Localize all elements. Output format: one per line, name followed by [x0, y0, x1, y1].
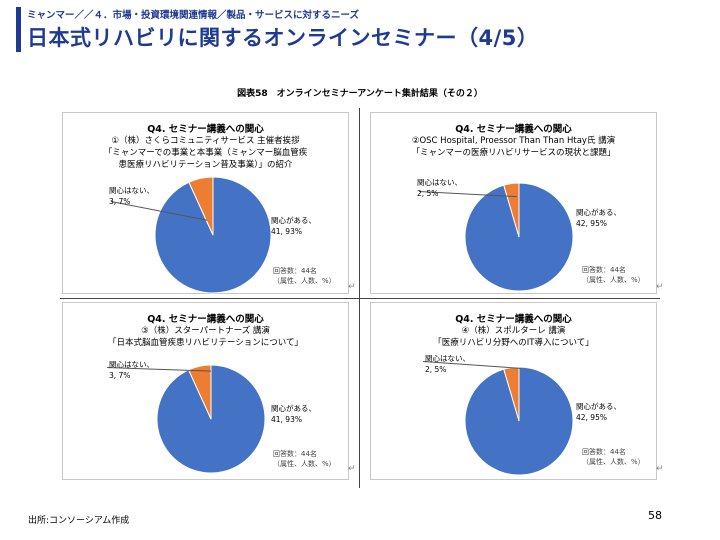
panel-subtitle-line: ④（株）スポルターレ 講演	[461, 326, 566, 336]
respondent-note: 回答数：44名 （属性、人数、%）	[582, 266, 645, 284]
page-title: 日本式リハビリに関するオンラインセミナー（4/5）	[27, 26, 539, 50]
pie-chart	[156, 364, 266, 474]
respondent-note: 回答数：44名 （属性、人数、%）	[273, 267, 336, 285]
pie-slice-not-interested	[503, 182, 520, 238]
panel-subtitle-line: 「医療リハビリ分野へのIT導入について」	[433, 338, 594, 348]
label-not-interested: 関心はない、 2, 5%	[417, 178, 462, 198]
panel-header: Q4. セミナー講義への関心 ③（株）スターパートナーズ 講演 「日本式脳血管疾…	[63, 311, 348, 349]
label-interested: 関心がある、 42, 95%	[576, 208, 621, 228]
label-interested: 関心がある、 41, 93%	[271, 404, 316, 424]
figure-caption: 図表58 オンラインセミナーアンケート集計結果（その２）	[237, 89, 483, 99]
label-not-interested: 関心はない、 3, 7%	[109, 360, 154, 380]
source-note: 出所:コンソーシアム作成	[28, 516, 130, 526]
panel-subtitle-line: ②OSC Hospital, Proessor Than Than Htay氏 …	[411, 136, 616, 146]
chart-panel-1: Q4. セミナー講義への関心 ①（株）さくらコミュニティサービス 主催者挨拶 「…	[62, 112, 349, 294]
panel-subtitle-line: 「ミャンマーの医療リハビリサービスの現状と課題」	[411, 148, 616, 158]
title-accent-bar	[16, 7, 21, 52]
panel-heading: Q4. セミナー講義への関心	[455, 314, 572, 325]
return-mark: ↵	[656, 282, 664, 292]
label-interested: 関心がある、 41, 93%	[271, 216, 316, 236]
pie-chart	[464, 366, 574, 476]
panel-header: Q4. セミナー講義への関心 ①（株）さくらコミュニティサービス 主催者挨拶 「…	[63, 121, 348, 171]
chart-panel-3: Q4. セミナー講義への関心 ③（株）スターパートナーズ 講演 「日本式脳血管疾…	[62, 302, 349, 480]
return-mark: ↵	[656, 464, 664, 474]
panel-heading: Q4. セミナー講義への関心	[147, 314, 264, 325]
chart-panel-2: Q4. セミナー講義への関心 ②OSC Hospital, Proessor T…	[370, 112, 657, 294]
respondent-note: 回答数：44名 （属性、人数、%）	[273, 450, 336, 468]
panel-subtitle-line: 「日本式脳血管疾患リハビリテーションについて」	[107, 338, 304, 348]
pie-slice-not-interested	[503, 366, 520, 422]
grid-divider-vertical	[359, 108, 360, 488]
panel-subtitle-line: ①（株）さくらコミュニティサービス 主催者挨拶	[111, 136, 300, 146]
pie-chart	[154, 176, 272, 294]
pie-chart	[464, 182, 574, 292]
panel-header: Q4. セミナー講義への関心 ②OSC Hospital, Proessor T…	[371, 121, 656, 159]
panel-header: Q4. セミナー講義への関心 ④（株）スポルターレ 講演 「医療リハビリ分野への…	[371, 311, 656, 349]
return-mark: ↵	[348, 282, 356, 292]
label-not-interested: 関心はない、 2, 5%	[425, 354, 470, 374]
panel-subtitle-line: ③（株）スターパートナーズ 講演	[141, 326, 270, 336]
page-number: 58	[648, 509, 662, 522]
return-mark: ↵	[348, 464, 356, 474]
respondent-note: 回答数：44名 （属性、人数、%）	[582, 448, 645, 466]
label-not-interested: 関心はない、 3, 7%	[109, 186, 154, 206]
pie-slice-not-interested	[188, 176, 214, 236]
panel-subtitle-line: 「ミャンマーでの事業と本事業（ミャンマー脳血管疾	[103, 148, 308, 158]
panel-subtitle-line: 患医療リハビリテーション普及事業）」の紹介	[118, 160, 293, 170]
label-interested: 関心がある、 42, 95%	[576, 402, 621, 422]
grid-divider-horizontal	[60, 298, 660, 299]
panel-heading: Q4. セミナー講義への関心	[147, 124, 264, 135]
chart-panel-4: Q4. セミナー講義への関心 ④（株）スポルターレ 講演 「医療リハビリ分野への…	[370, 302, 657, 480]
panel-heading: Q4. セミナー講義への関心	[455, 124, 572, 135]
pie-slice-not-interested	[187, 364, 212, 420]
breadcrumb: ミャンマー／／４．市場・投資環境関連情報／製品・サービスに対するニーズ	[27, 10, 360, 21]
